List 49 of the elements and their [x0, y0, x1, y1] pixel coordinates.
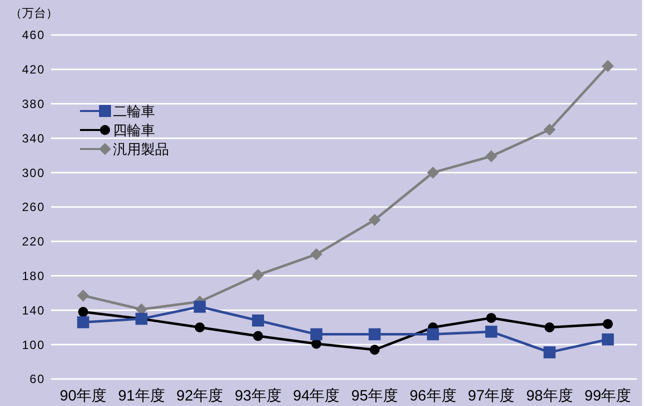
y-tick-label: 260	[22, 200, 45, 214]
legend-label: 四輪車	[113, 122, 155, 138]
y-tick-label: 60	[30, 372, 45, 386]
point	[544, 322, 555, 332]
point	[370, 344, 380, 355]
y-tick-label: 220	[22, 234, 45, 249]
legend-label: 汎用製品	[113, 140, 169, 157]
point	[426, 166, 439, 179]
point	[310, 328, 322, 340]
point	[602, 333, 614, 346]
y-tick-label: 140	[22, 303, 45, 318]
point	[253, 331, 264, 341]
y-tick-label: 100	[22, 338, 45, 352]
point	[485, 150, 498, 162]
y-tick-label: 300	[22, 166, 45, 180]
point	[368, 328, 381, 340]
x-tick-label: 99年度	[584, 387, 632, 404]
point	[486, 312, 496, 323]
y-tick-label: 420	[22, 62, 45, 77]
point	[544, 346, 556, 358]
x-tick-label: 98年度	[526, 387, 573, 404]
point	[252, 314, 264, 327]
x-tick-label: 90年度	[60, 387, 106, 404]
x-tick-label: 93年度	[234, 387, 282, 404]
point	[194, 300, 206, 313]
y-tick-label: 380	[22, 97, 45, 111]
y-tick-label: 180	[22, 269, 45, 283]
point	[426, 328, 439, 340]
point	[194, 322, 205, 332]
y-axis-title: （万台）	[10, 6, 58, 20]
x-tick-label: 92年度	[176, 387, 224, 404]
x-tick-label: 91年度	[118, 387, 165, 404]
point	[310, 248, 322, 260]
point	[77, 290, 90, 302]
point	[602, 318, 613, 329]
y-tick-label: 460	[22, 28, 45, 42]
point	[252, 268, 264, 281]
y-tick-label: 340	[22, 131, 45, 146]
point	[485, 326, 498, 338]
x-tick-label: 97年度	[468, 387, 515, 404]
x-tick-label: 96年度	[410, 387, 456, 404]
point	[368, 214, 381, 226]
point	[602, 60, 614, 72]
legend-label: 二輪車	[113, 102, 155, 119]
point	[544, 124, 556, 136]
point	[77, 316, 90, 328]
x-tick-label: 94年度	[293, 387, 340, 404]
point	[78, 306, 88, 317]
x-tick-label: 95年度	[351, 387, 398, 404]
